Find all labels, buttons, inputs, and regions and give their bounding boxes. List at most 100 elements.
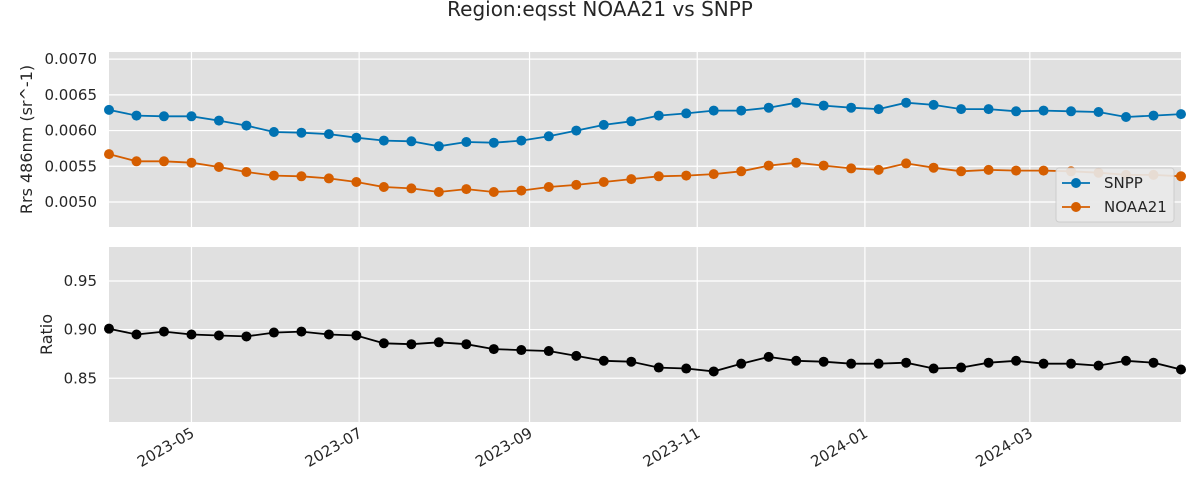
top-series-snpp-point-37 (1121, 112, 1132, 122)
top-series-snpp-point-2 (158, 111, 169, 122)
top-series-snpp-point-9 (351, 132, 362, 143)
bottom-series-ratio-point-4 (213, 330, 224, 341)
top-series-noaa21-point-5 (241, 167, 252, 177)
top-series-snpp-point-5 (241, 120, 252, 131)
bottom-series-ratio-point-22 (708, 366, 719, 377)
bottom-series-ratio-point-30 (928, 363, 939, 374)
bottom-series-ratio-point-23 (736, 358, 747, 369)
top-series-noaa21-point-28 (873, 164, 884, 175)
top-series-noaa21-point-30 (928, 162, 939, 173)
top-series-snpp-point-16 (543, 131, 554, 142)
top-series-snpp-point-15 (516, 135, 527, 146)
top-series-noaa21-point-27 (846, 163, 857, 174)
bottom-series-ratio-point-14 (488, 344, 499, 355)
top-series-snpp-point-7 (296, 127, 307, 138)
top-series-noaa21-point-4 (213, 162, 224, 172)
bottom-series-ratio-point-8 (323, 329, 334, 340)
top-series-noaa21-line (108, 153, 1182, 193)
bottom-series-ratio-point-32 (983, 357, 994, 368)
top-series-snpp-point-13 (461, 137, 472, 147)
bottom-series-ratio-point-5 (241, 331, 252, 342)
top-series-noaa21-point-3 (186, 157, 197, 168)
bottom-series-ratio-point-35 (1066, 358, 1077, 369)
top-series-snpp-point-18 (598, 119, 609, 130)
bottom-series-ratio-point-19 (626, 356, 637, 367)
top-series-noaa21-point-7 (296, 171, 307, 182)
bottom-series-ratio-point-3 (186, 329, 197, 340)
bottom-series-ratio-point-24 (763, 351, 774, 362)
chart-title: Region:eqsst NOAA21 vs SNPP (447, 0, 753, 21)
top-series-snpp-point-26 (818, 100, 829, 111)
x-tick-label-1: 2023-07 (302, 424, 365, 471)
top-series-snpp-point-6 (268, 127, 279, 137)
top-series-noaa21-point-33 (1011, 165, 1022, 176)
top-series-noaa21-point-22 (708, 169, 719, 180)
top-series-snpp-point-25 (791, 97, 802, 108)
top-series-noaa21-point-15 (516, 185, 527, 196)
bottom-ytick-label-2: 0.95 (64, 272, 97, 290)
top-series-snpp-point-35 (1066, 106, 1077, 117)
bottom-ytick-label-0: 0.85 (64, 369, 97, 387)
legend-label-noaa21: NOAA21 (1104, 198, 1167, 216)
bottom-series-ratio-point-0 (104, 323, 114, 334)
x-tick-label-3: 2023-11 (640, 424, 703, 471)
bottom-series-ratio-point-2 (158, 326, 169, 337)
top-series-snpp-point-11 (406, 136, 417, 147)
top-series-snpp-point-0 (104, 104, 114, 115)
top-series-noaa21-point-1 (131, 156, 142, 167)
bottom-series-ratio-point-25 (791, 355, 802, 366)
top-series-snpp-point-33 (1011, 106, 1022, 117)
panel-top: 0.0050 0.0055 0.0060 0.0065 0.0070 Rrs 486nm … (17, 50, 1186, 227)
top-series-snpp-point-20 (653, 110, 664, 121)
top-series-noaa21-point-12 (433, 187, 444, 197)
bottom-series-ratio-point-39 (1176, 364, 1186, 375)
top-ytick-label-4: 0.0070 (45, 50, 98, 68)
top-series-noaa21-point-16 (543, 182, 554, 192)
bottom-series-ratio-point-7 (296, 326, 307, 337)
bottom-series-ratio-point-6 (268, 327, 279, 338)
top-series-noaa21-point-11 (406, 183, 417, 194)
bottom-series-ratio-line (108, 327, 1182, 373)
bottom-series-ratio-point-26 (818, 356, 829, 367)
top-series-snpp-point-31 (956, 104, 967, 115)
top-series-snpp-point-27 (846, 102, 857, 113)
top-series-snpp-point-29 (901, 97, 912, 108)
top-plot-background (109, 52, 1181, 227)
bottom-series-ratio-point-27 (846, 358, 857, 369)
top-series-snpp-point-1 (131, 110, 142, 121)
top-series-noaa21-point-34 (1038, 165, 1049, 176)
bottom-series-ratio-point-9 (351, 330, 362, 341)
x-tick-label-0: 2023-05 (134, 424, 197, 471)
top-series-snpp-point-12 (433, 141, 444, 152)
legend-swatch-marker-noaa21 (1071, 202, 1081, 212)
x-tick-label-2: 2023-09 (472, 424, 535, 471)
top-series-snpp-point-22 (708, 105, 719, 116)
top-series-noaa21-point-6 (268, 170, 279, 181)
top-series-noaa21-point-23 (736, 166, 747, 177)
top-series-snpp-point-8 (323, 129, 334, 140)
top-series-noaa21-point-32 (983, 164, 994, 175)
top-series-noaa21-point-25 (791, 157, 802, 168)
x-tick-labels: 2023-05 2023-07 2023-09 2023-11 2024-01 2024-… (134, 424, 1036, 471)
top-series-snpp-point-4 (213, 115, 224, 126)
top-ytick-label-2: 0.0060 (45, 122, 98, 140)
top-series-noaa21-point-39 (1176, 171, 1186, 182)
top-series-snpp-point-32 (983, 104, 994, 115)
top-series-snpp-point-10 (378, 135, 389, 146)
bottom-series-ratio-point-36 (1093, 360, 1104, 371)
x-tick-label-4: 2024-01 (808, 424, 871, 471)
bottom-series-ratio-point-21 (681, 363, 692, 374)
bottom-series-ratio-point-20 (653, 362, 664, 373)
bottom-series-ratio-point-38 (1148, 357, 1159, 368)
top-series-noaa21-point-17 (571, 179, 582, 190)
top-ytick-label-3: 0.0065 (45, 86, 98, 104)
bottom-ylabel: Ratio (37, 314, 56, 355)
bottom-series-ratio-point-33 (1011, 355, 1022, 366)
top-series-snpp-point-14 (488, 137, 499, 148)
bottom-plot-background (109, 247, 1181, 422)
bottom-series-ratio-point-15 (516, 345, 527, 356)
legend-swatch-marker-snpp (1071, 178, 1081, 188)
top-series-snpp-point-21 (681, 108, 692, 119)
